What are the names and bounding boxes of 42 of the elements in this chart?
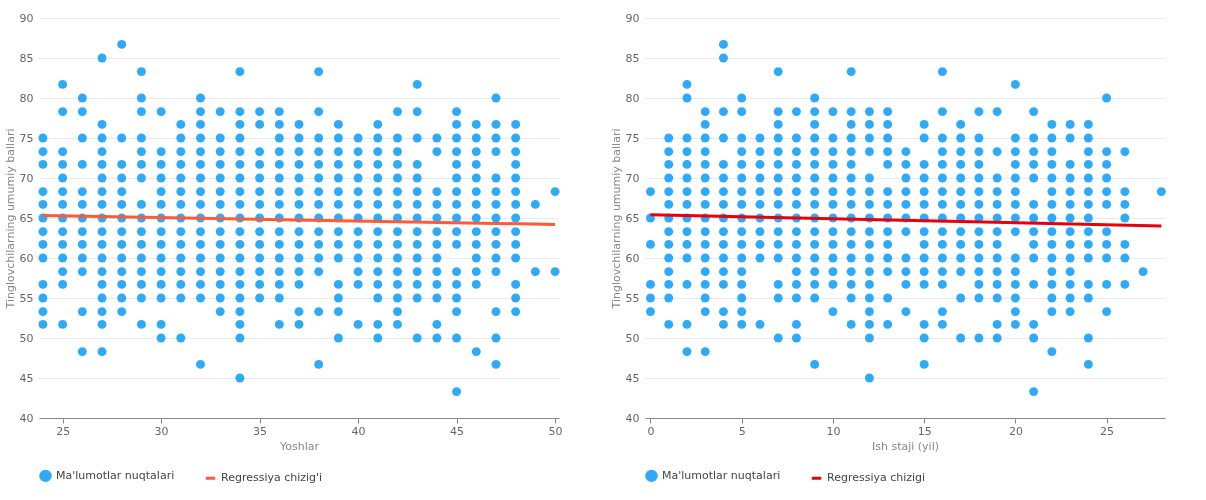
x-tick-label: 45 bbox=[450, 424, 465, 438]
y-tick-label: 55 bbox=[19, 291, 34, 305]
y-tick-label: 40 bbox=[19, 411, 34, 425]
x-axis-title: Yoshlar bbox=[278, 439, 320, 453]
y-axis-title: Tinglovchilarning umumiy ballari bbox=[3, 128, 17, 310]
y-tick-label: 85 bbox=[625, 51, 640, 65]
legend-label: Regressiya chizigi bbox=[827, 471, 926, 485]
x-tick-label: 15 bbox=[917, 424, 932, 438]
x-tick-label: 25 bbox=[1100, 424, 1115, 438]
x-tick-label: 40 bbox=[351, 424, 366, 438]
x-tick-label: 30 bbox=[154, 424, 169, 438]
y-axis-title: Tinglovchilarning umumiy ballari bbox=[609, 128, 623, 310]
y-tick-label: 60 bbox=[625, 251, 640, 265]
y-tick-label: 50 bbox=[625, 331, 640, 345]
y-tick-label: 45 bbox=[19, 371, 34, 385]
y-tick-label: 90 bbox=[19, 11, 34, 25]
y-tick-label: 50 bbox=[19, 331, 34, 345]
y-tick-label: 65 bbox=[625, 211, 640, 225]
x-tick-label: 10 bbox=[826, 424, 841, 438]
x-tick-label: 0 bbox=[647, 424, 655, 438]
y-tick-label: 80 bbox=[19, 91, 34, 105]
y-tick-label: 55 bbox=[625, 291, 640, 305]
x-tick-label: 25 bbox=[56, 424, 71, 438]
x-tick-label: 50 bbox=[548, 424, 563, 438]
y-tick-label: 90 bbox=[625, 11, 640, 25]
x-tick-label: 20 bbox=[1008, 424, 1023, 438]
y-tick-label: 70 bbox=[625, 171, 640, 185]
x-tick-label: 5 bbox=[738, 424, 746, 438]
y-tick-label: 80 bbox=[625, 91, 640, 105]
y-tick-label: 75 bbox=[19, 131, 34, 145]
y-tick-label: 85 bbox=[19, 51, 34, 65]
legend-label: Regressiya chizig'i bbox=[221, 471, 323, 485]
y-tick-label: 60 bbox=[19, 251, 34, 265]
x-tick-label: 35 bbox=[253, 424, 268, 438]
y-tick-label: 70 bbox=[19, 171, 34, 185]
legend-label: Ma'lumotlar nuqtalari bbox=[56, 468, 175, 482]
y-tick-label: 45 bbox=[625, 371, 640, 385]
x-axis-title: Ish staji (yil) bbox=[871, 439, 940, 453]
y-tick-label: 40 bbox=[625, 411, 640, 425]
y-tick-label: 65 bbox=[19, 211, 34, 225]
legend-label: Ma'lumotlar nuqtalari bbox=[662, 468, 781, 482]
y-tick-label: 75 bbox=[625, 131, 640, 145]
